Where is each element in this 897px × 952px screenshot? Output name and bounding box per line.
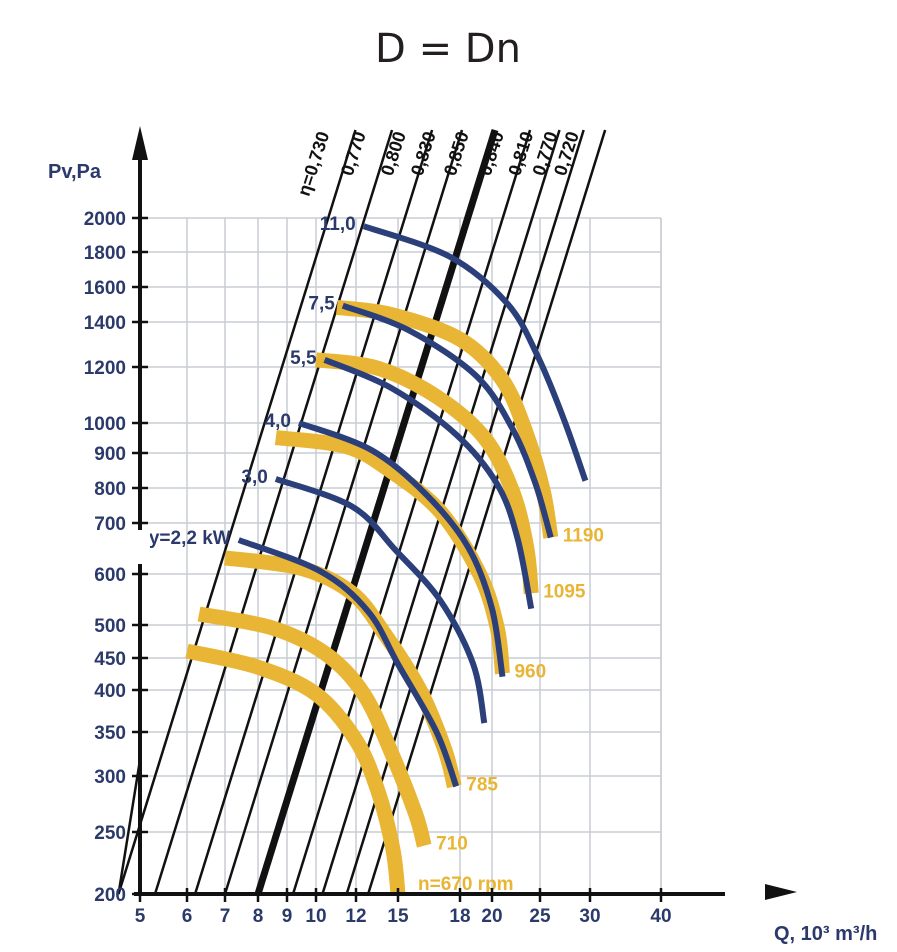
efficiency-line-path xyxy=(223,129,464,895)
efficiency-line-path xyxy=(291,129,532,895)
x-tick-label: 6 xyxy=(182,906,193,927)
x-tick-label: 10 xyxy=(305,906,326,927)
y-tick-label: 350 xyxy=(94,723,126,744)
x-tick-label: 30 xyxy=(579,906,600,927)
power-curve: Ny=2,2 kW xyxy=(135,528,460,788)
y-tick-label: 400 xyxy=(94,681,126,702)
x-tick-label: 18 xyxy=(449,906,470,927)
x-tick-label: 8 xyxy=(253,906,264,927)
speed-curve-label: n=670 rpm xyxy=(418,874,514,895)
efficiency-label: 0,770 xyxy=(337,129,370,178)
efficiency-line-path xyxy=(366,129,607,895)
power-curve-path xyxy=(362,223,589,482)
efficiency-label: 0,800 xyxy=(377,129,410,178)
axis-break-gap xyxy=(128,530,150,564)
y-tick-label: 900 xyxy=(94,444,126,465)
chart-title: D = Dn xyxy=(375,26,521,72)
power-curve: 11,0 xyxy=(320,214,589,482)
y-tick-label: 1800 xyxy=(84,243,126,264)
y-tick-label: 1600 xyxy=(84,278,126,299)
speed-curve: 1190 xyxy=(335,299,604,546)
y-tick-labels: 200 250 300 350 400 450 500 600 700 800 900 1000 120… xyxy=(84,209,148,906)
efficiency-label: η=0,730 xyxy=(294,129,334,198)
efficiency-line-path xyxy=(117,129,357,895)
speed-curve-label: 1190 xyxy=(563,525,604,546)
y-axis-title: Pv,Pa xyxy=(48,161,102,183)
power-curve-path xyxy=(237,537,460,788)
y-tick-label: 700 xyxy=(94,514,126,535)
speed-curve-path xyxy=(335,299,559,539)
speed-curve: 710 xyxy=(197,606,468,855)
power-curve-label: 5,5 xyxy=(290,348,317,369)
x-tick-label: 25 xyxy=(529,906,551,927)
x-axis-title-text: Q, 10³ m³/h xyxy=(774,923,877,945)
power-curve-path xyxy=(341,302,554,539)
efficiency-line-path xyxy=(153,129,394,895)
power-curve: 7,5 xyxy=(308,294,554,539)
power-curve: 4,0 xyxy=(265,411,506,678)
speed-curve: n=670 rpm xyxy=(185,643,514,895)
y-tick-label: 250 xyxy=(94,823,126,844)
x-tick-label: 5 xyxy=(135,906,146,927)
y-tick-label: 450 xyxy=(94,649,126,670)
speed-curve-path xyxy=(315,352,539,594)
power-curve-label: Ny=2,2 kW xyxy=(135,528,231,549)
power-curve-label: 11,0 xyxy=(320,214,356,235)
x-tick-label: 12 xyxy=(345,906,366,927)
speed-curve-label: 710 xyxy=(436,834,468,855)
power-curve: 5,5 xyxy=(290,348,535,610)
y-tick-label: 800 xyxy=(94,479,126,500)
x-tick-label: 15 xyxy=(387,906,409,927)
x-tick-label: 20 xyxy=(481,906,502,927)
x-tick-label: 7 xyxy=(220,906,231,927)
speed-curve-label: 785 xyxy=(466,774,498,795)
power-curve-path xyxy=(274,476,488,724)
efficiency-label: 0,850 xyxy=(440,129,473,178)
power-curve-label: 3,0 xyxy=(241,467,267,488)
efficiency-line-path xyxy=(117,759,142,895)
power-curve-label: 7,5 xyxy=(308,294,335,315)
power-curves: Ny=2,2 kW 3,0 4,0 5,5 7,5 11,0 xyxy=(135,214,589,788)
y-tick-label: 600 xyxy=(94,565,126,586)
efficiency-line: η=0,730 xyxy=(117,129,357,895)
y-tick-label: 1000 xyxy=(84,414,126,435)
y-axis-arrow-icon xyxy=(132,126,148,160)
power-curve-label: 4,0 xyxy=(265,411,291,432)
x-axis-title: Q, 10³ m³/h xyxy=(774,923,877,945)
y-tick-label: 300 xyxy=(94,767,126,788)
axes xyxy=(132,126,797,900)
efficiency-line-path xyxy=(193,129,434,895)
efficiency-line-path xyxy=(345,129,585,895)
y-tick-label: 1400 xyxy=(84,313,126,334)
x-tick-label: 40 xyxy=(650,906,671,927)
x-tick-label: 9 xyxy=(282,906,293,927)
speed-curve-label: 960 xyxy=(514,662,546,683)
efficiency-label: 0,830 xyxy=(407,129,440,178)
speed-curve-label: 1095 xyxy=(543,581,586,602)
power-curve: 3,0 xyxy=(241,467,488,724)
x-axis-arrow-icon xyxy=(765,884,797,900)
speed-curve-path xyxy=(185,643,406,895)
y-tick-label: 2000 xyxy=(84,209,126,230)
efficiency-label: 0,840 xyxy=(475,129,508,178)
y-tick-label: 1200 xyxy=(84,358,126,379)
speed-curve-path xyxy=(197,606,432,848)
y-tick-label: 200 xyxy=(94,885,126,906)
power-curve-path xyxy=(297,420,506,678)
x-tick-labels: 5 6 7 8 9 10 12 15 18 20 25 30 40 xyxy=(135,888,672,927)
speed-curve: 1095 xyxy=(315,352,586,602)
power-curve-path xyxy=(323,357,535,610)
y-tick-label: 500 xyxy=(94,616,126,637)
